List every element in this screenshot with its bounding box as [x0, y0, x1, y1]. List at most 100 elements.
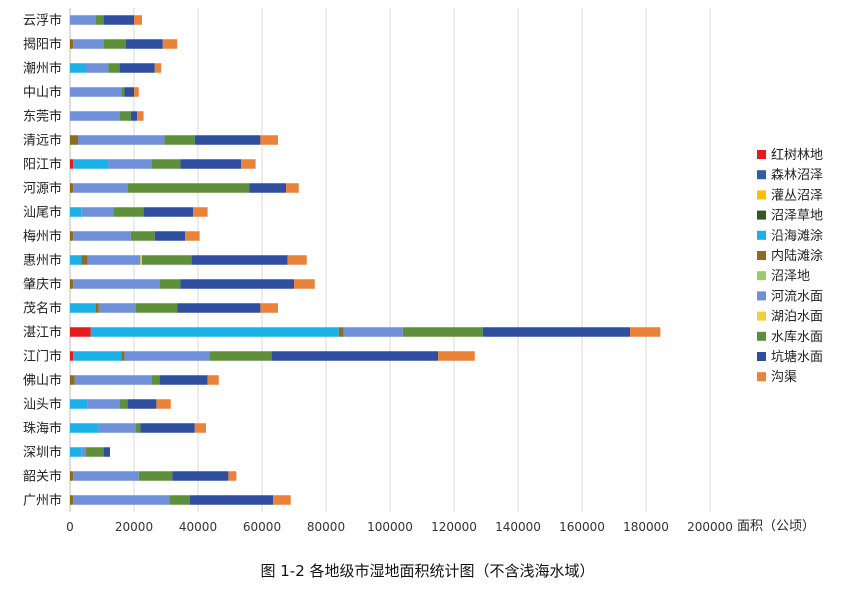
bar-segment	[172, 471, 229, 481]
legend-swatch	[757, 311, 766, 321]
bar-segment	[70, 303, 96, 313]
category-label: 东莞市	[23, 109, 62, 125]
bar-segment	[194, 423, 206, 433]
legend-swatch	[757, 170, 766, 180]
bar-segment	[108, 63, 120, 73]
bar-segment	[78, 135, 165, 145]
category-label: 清远市	[23, 133, 62, 149]
category-label: 云浮市	[23, 13, 62, 29]
bar-segment	[138, 471, 173, 481]
bar-segment	[73, 183, 128, 193]
x-tick-label: 180000	[623, 520, 669, 534]
bar-segment	[207, 375, 219, 385]
bar-segment	[194, 135, 261, 145]
bar-segment	[162, 39, 178, 49]
bar-segment	[130, 111, 138, 121]
category-label: 深圳市	[23, 445, 62, 461]
legend-swatch	[757, 291, 766, 301]
legend-label: 沼泽草地	[771, 209, 823, 224]
bar-segment	[260, 303, 278, 313]
bar-segment	[70, 159, 74, 169]
legend: 红树林地森林沼泽灌丛沼泽沼泽草地沿海滩涂内陆滩涂沼泽地河流水面湖泊水面水库水面坑…	[757, 147, 823, 385]
category-label: 揭阳市	[23, 37, 62, 53]
bar-segment	[169, 495, 190, 505]
x-tick-label: 20000	[115, 520, 153, 534]
category-label: 潮州市	[23, 61, 62, 77]
bar-segment	[287, 255, 307, 265]
bar-segment	[151, 375, 160, 385]
bar-segment	[70, 279, 74, 289]
bar-segment	[70, 447, 82, 457]
bar-segment	[294, 279, 315, 289]
x-tick-label: 140000	[495, 520, 541, 534]
legend-label: 坑塘水面	[771, 349, 823, 365]
bar-segment	[143, 207, 194, 217]
x-tick-label: 80000	[307, 520, 345, 534]
category-label: 惠州市	[23, 253, 62, 269]
category-label: 中山市	[23, 85, 62, 101]
bar-segment	[482, 327, 630, 337]
legend-label: 森林沼泽	[771, 168, 823, 183]
bar-segment	[108, 159, 152, 169]
bar-segment	[177, 303, 261, 313]
bar-segment	[103, 39, 126, 49]
bar-segment	[70, 471, 74, 481]
bar-segment	[70, 255, 82, 265]
legend-swatch	[757, 230, 766, 240]
x-tick-label: 120000	[431, 520, 477, 534]
bar-segment	[228, 471, 237, 481]
legend-swatch	[757, 210, 766, 220]
bar-segment	[271, 351, 438, 361]
bar-segment	[70, 231, 74, 241]
bar-segment	[73, 471, 139, 481]
bar-segment	[135, 423, 141, 433]
bar-segment	[73, 495, 170, 505]
bar-segment	[119, 63, 155, 73]
bar-segment	[74, 375, 152, 385]
bar-segment	[73, 351, 122, 361]
legend-label: 内陆滩涂	[771, 248, 823, 264]
legend-swatch	[757, 352, 766, 361]
bar-segment	[185, 231, 200, 241]
category-label: 茂名市	[23, 301, 62, 317]
legend-swatch	[757, 372, 766, 382]
bar-segment	[103, 447, 110, 457]
bar-segment	[70, 423, 99, 433]
bar-segment	[154, 63, 162, 73]
bar-segment	[98, 423, 136, 433]
x-axis-label: 面积（公顷）	[737, 519, 815, 534]
chart-caption: 图 1-2 各地级市湿地面积统计图（不含浅海水域）	[260, 562, 595, 580]
x-axis-ticks: 0 20000 40000 60000 80000 100000 120000 140000 1…	[66, 520, 733, 534]
bar-segment	[70, 87, 122, 97]
bar-segment	[127, 183, 250, 193]
bar-segment	[159, 279, 181, 289]
bar-segment	[70, 327, 91, 337]
bar-segment	[180, 279, 294, 289]
x-tick-label: 60000	[243, 520, 281, 534]
bar-segment	[70, 495, 74, 505]
category-label: 阳江市	[23, 157, 62, 173]
bar-segment	[103, 15, 134, 25]
bar-segment	[124, 351, 210, 361]
category-label: 汕尾市	[23, 205, 62, 221]
bar-segment	[249, 183, 286, 193]
bar-segment	[191, 255, 288, 265]
bar-segment	[209, 351, 272, 361]
bar-segment	[286, 183, 299, 193]
bar-segment	[81, 207, 114, 217]
bar-segment	[260, 135, 278, 145]
bar-segment	[338, 327, 344, 337]
bar-segment	[90, 327, 339, 337]
bar-segment	[154, 231, 186, 241]
legend-swatch	[757, 331, 766, 341]
legend-swatch	[757, 190, 766, 200]
bar-segment	[273, 495, 291, 505]
bar-segment	[159, 375, 208, 385]
x-tick-label: 0	[66, 520, 74, 534]
stacked-bars	[70, 15, 661, 505]
category-label: 江门市	[23, 349, 62, 365]
bar-segment	[438, 351, 475, 361]
legend-label: 湖泊水面	[771, 310, 823, 325]
legend-swatch	[757, 251, 766, 260]
bar-segment	[124, 87, 134, 97]
